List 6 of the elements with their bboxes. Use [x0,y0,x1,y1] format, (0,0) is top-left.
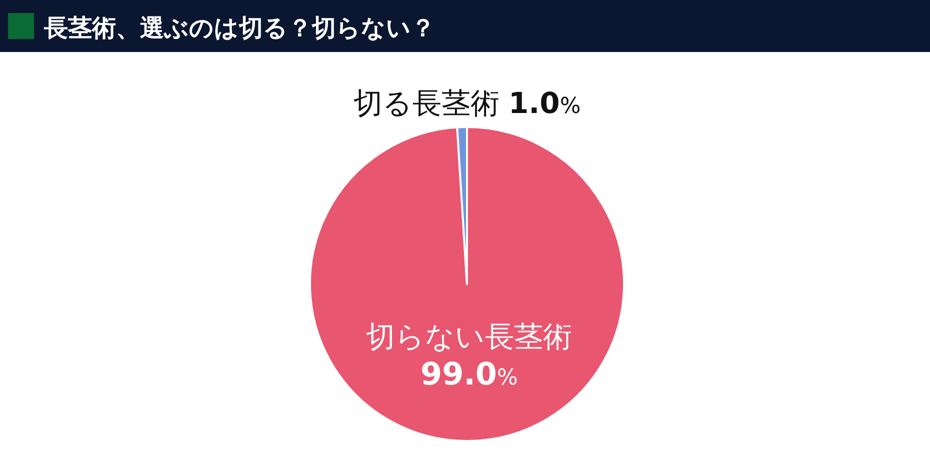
slice-label: 切らない長茎術 [366,320,572,354]
data-label: 99.0% [420,356,518,393]
data-label: 1.0% [508,86,581,120]
chart-title: 長茎術、選ぶのは切る？切らない？ [43,14,435,42]
slice-label: 切る長茎術 [353,86,508,120]
pie-slice [309,126,625,442]
